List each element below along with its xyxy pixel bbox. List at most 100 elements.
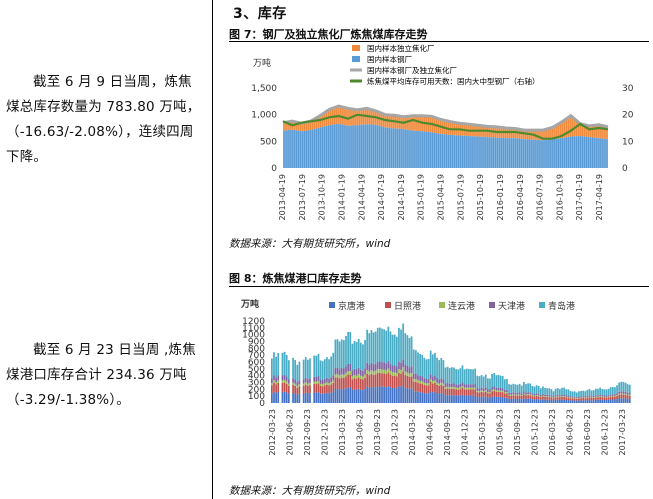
bar-segment [304,384,307,393]
bar-segment [425,359,428,380]
y-tick-label: 0 [259,399,265,409]
bar-segment [379,361,381,370]
bar-segment [520,385,523,394]
bar-segment [379,369,381,373]
legend-label-4: 青岛港 [548,300,575,312]
bar-segment [586,395,589,398]
bar-segment [459,383,462,388]
bar-segment [431,376,434,382]
bar-segment [544,396,546,397]
bar-segment [317,392,320,403]
bar-segment [567,400,570,403]
bar-segment [472,384,474,388]
bar-segment [271,378,273,383]
bar-segment [326,392,328,403]
bar-segment [571,397,574,399]
bar-segment [444,387,447,389]
bar-segment [561,396,563,397]
bar-segment [275,356,277,378]
bar-segment [330,392,333,403]
bar-segment [281,391,284,403]
steel-mill-area [283,123,608,168]
bar-segment [442,393,445,403]
bar-segment [328,385,330,394]
bar-segment [487,397,489,403]
figure8-caption-rule [229,286,649,287]
bar-segment [444,395,447,403]
bar-segment [415,379,417,382]
bar-segment [275,382,277,385]
bar-segment [304,382,307,385]
bar-segment [497,387,500,391]
bar-segment [271,385,273,394]
bar-segment [503,389,506,393]
bar-segment [338,369,341,376]
bar-segment [491,391,493,397]
bar-segment [592,395,595,398]
bar-segment [374,370,377,375]
bar-segment [296,394,299,403]
bar-segment [304,377,307,383]
bar-segment [281,382,284,392]
bar-segment [366,329,369,363]
x-tick-label: 2015-04-19 [437,174,446,221]
bar-segment [442,379,445,384]
bar-segment [597,388,599,396]
bar-segment [457,369,460,385]
bar-segment [622,393,625,395]
bar-segment [393,372,396,376]
bar-segment [315,384,318,393]
bar-segment [400,329,402,363]
bar-segment [434,380,436,383]
bar-segment [281,375,284,381]
bar-segment [376,361,379,370]
bar-segment [533,395,536,397]
bar-segment [338,375,341,379]
bar-segment [465,387,468,390]
bar-segment [575,398,578,399]
x-tick-label: 2013-04-19 [278,174,287,221]
bar-segment [451,383,453,387]
bar-segment [319,360,322,380]
bar-segment [578,400,580,403]
bar-segment [389,387,392,403]
bar-segment [338,341,341,370]
bar-segment [283,374,286,380]
bar-segment [326,384,328,393]
bar-segment [603,397,606,400]
bar-segment [334,389,337,403]
bar-segment [457,389,460,396]
bar-segment [533,396,536,400]
bar-segment [512,395,515,399]
x-tick-label: 2013-09-23 [373,409,382,456]
bar-segment [611,396,614,400]
bar-segment [296,382,299,386]
bar-segment [381,386,383,403]
bar-segment [393,375,396,388]
bar-segment [345,376,347,389]
bar-segment [434,382,436,392]
legend-label-3: 天津港 [498,300,525,312]
bar-segment [393,387,396,403]
bar-segment [499,387,502,391]
bar-segment [421,381,424,384]
bar-segment [590,398,593,401]
bar-segment [340,389,343,403]
bar-segment [415,391,417,403]
x-tick-label: 2017-01-19 [575,174,584,221]
bar-segment [336,339,339,368]
bar-segment [283,391,286,403]
bar-segment [573,391,576,397]
bar-segment [554,397,557,400]
bar-segment [446,383,449,387]
bar-segment [512,398,515,403]
bar-segment [529,394,532,396]
bar-segment [501,392,504,398]
bar-segment [429,374,432,380]
bar-segment [480,390,483,392]
bar-segment [343,368,345,375]
bar-segment [419,376,421,381]
y-tick-label: 900 [248,338,265,348]
bar-segment [459,387,462,390]
y-tick-label: 600 [248,358,265,368]
